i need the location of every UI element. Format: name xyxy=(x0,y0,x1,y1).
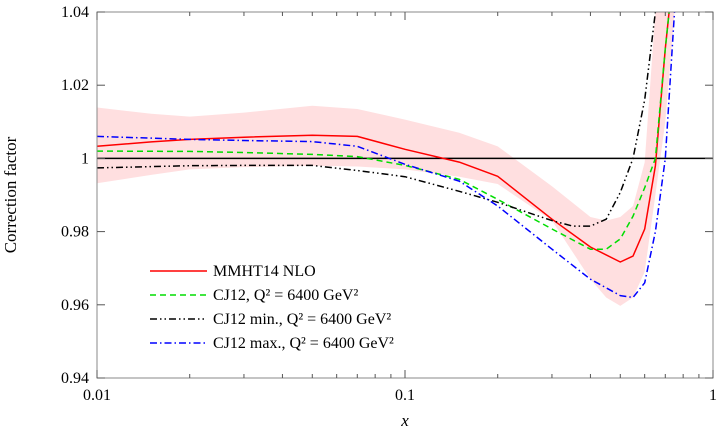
y-tick-label: 1.04 xyxy=(61,4,89,21)
y-tick-label: 0.98 xyxy=(61,224,89,241)
x-tick-label: 0.1 xyxy=(395,387,415,404)
legend-label-0: MMHT14 NLO xyxy=(213,263,316,280)
x-tick-label: 1 xyxy=(709,387,717,404)
series-line-0 xyxy=(97,12,670,263)
series-line-2 xyxy=(97,12,657,227)
y-tick-label: 0.94 xyxy=(61,370,89,387)
y-axis-label: Correction factor xyxy=(1,136,20,253)
legend: MMHT14 NLO CJ12, Q² = 6400 GeV² CJ12 min.,… xyxy=(150,263,394,352)
y-tick-label: 1 xyxy=(81,150,89,167)
legend-label-1: CJ12, Q² = 6400 GeV² xyxy=(213,287,358,304)
series-line-1 xyxy=(97,12,670,250)
legend-label-3: CJ12 max., Q² = 6400 GeV² xyxy=(213,335,394,352)
plot-frame xyxy=(96,11,714,379)
y-tick-label: 1.02 xyxy=(61,77,89,94)
y-tick-label: 0.96 xyxy=(61,297,89,314)
x-tick-label: 0.01 xyxy=(83,387,111,404)
legend-label-2: CJ12 min., Q² = 6400 GeV² xyxy=(213,311,391,328)
series-line-3 xyxy=(97,12,676,299)
x-axis-label: x xyxy=(400,411,409,430)
